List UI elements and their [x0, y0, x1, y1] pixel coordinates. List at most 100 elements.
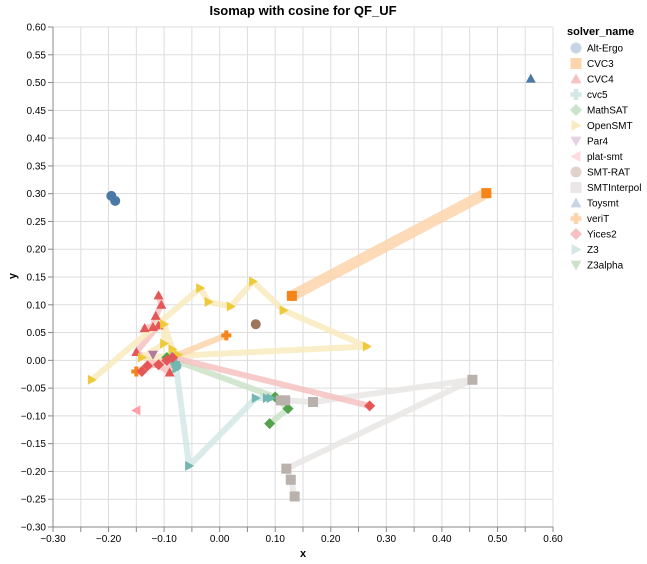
legend-label-alt-ergo: Alt-Ergo: [587, 44, 624, 55]
point-opensmt: [87, 374, 97, 385]
y-tick-label: 0.45: [27, 106, 47, 117]
point-alt-ergo: [110, 195, 121, 206]
y-tick-label: −0.30: [21, 523, 47, 534]
point-opensmt: [196, 283, 206, 294]
point-verit: [221, 330, 232, 341]
x-tick-label: −0.30: [40, 534, 66, 545]
point-z3: [185, 460, 195, 471]
y-tick-label: 0.55: [27, 50, 47, 61]
point-cvc4: [164, 367, 175, 377]
y-axis-title: y: [7, 272, 19, 279]
point-opensmt: [362, 341, 372, 352]
trail-cvc3: [286, 187, 492, 302]
legend-symbol-toysmt: [570, 197, 582, 208]
point-toysmt: [525, 73, 536, 83]
legend-symbol-yices2: [569, 227, 583, 241]
point-opensmt: [160, 319, 170, 330]
legend-symbol-alt-ergo: [570, 42, 582, 54]
point-opensmt: [137, 352, 147, 363]
point-verit: [131, 366, 142, 377]
grid: [52, 26, 554, 528]
point-cvc3: [286, 290, 297, 301]
x-tick-label: 0.40: [432, 534, 452, 545]
legend-label-smtinterpol: SMTInterpol: [587, 183, 641, 194]
legend-label-z3alpha: Z3alpha: [587, 261, 624, 272]
x-tick-label: −0.10: [151, 534, 177, 545]
legend-label-smt-rat: SMT-RAT: [587, 168, 630, 179]
point-par4: [148, 350, 158, 360]
point-opensmt: [279, 305, 289, 316]
point-smtinterpol: [281, 463, 292, 474]
legend-label-plat-smt: plat-smt: [587, 152, 623, 163]
x-tick-label: 0.20: [321, 534, 341, 545]
legend-symbol-cvc3: [570, 58, 582, 69]
legend-label-cvc5: cvc5: [587, 90, 608, 101]
x-tick-label: 0.60: [543, 534, 563, 545]
legend-label-verit: veriT: [587, 214, 609, 225]
legend-symbol-cvc5: [570, 89, 582, 100]
y-tick-label: 0.05: [27, 328, 47, 339]
point-z3: [251, 393, 261, 404]
point-z3: [172, 363, 182, 374]
points: [87, 73, 536, 502]
y-tick-label: −0.05: [21, 384, 47, 395]
legend-title: solver_name: [567, 26, 634, 38]
point-mathsat: [282, 403, 294, 415]
y-tick-label: 0.25: [27, 217, 47, 228]
y-tick-label: 0.00: [27, 356, 47, 367]
chart-title: Isomap with cosine for QF_UF: [209, 3, 396, 18]
legend-symbol-verit: [570, 213, 582, 224]
y-tick-label: 0.35: [27, 161, 47, 172]
legend-symbol-smt-rat: [570, 166, 582, 178]
y-tick-label: −0.25: [21, 495, 47, 506]
point-opensmt: [226, 301, 236, 312]
legend-symbol-z3: [571, 244, 582, 255]
legend-symbol-cvc4: [570, 73, 582, 84]
axes: −0.30 −0.20 −0.10 0.00 0.10 0.20 0.30 0.40 0.50 0…: [21, 23, 563, 546]
point-smtinterpol: [467, 374, 478, 385]
point-mathsat: [264, 418, 276, 430]
point-yices2: [141, 360, 153, 372]
point-cvc4: [139, 323, 150, 333]
point-plat-smt: [131, 405, 141, 416]
point-smtinterpol: [308, 397, 318, 407]
legend-symbol-plat-smt: [570, 151, 581, 162]
point-opensmt: [204, 297, 214, 307]
y-tick-label: 0.10: [27, 300, 47, 311]
point-cvc4: [156, 299, 167, 309]
legend-label-mathsat: MathSAT: [587, 106, 628, 117]
point-smtinterpol: [280, 395, 291, 406]
legend-symbol-mathsat: [569, 103, 583, 117]
point-yices2: [364, 400, 376, 412]
legend-label-z3: Z3: [587, 245, 599, 256]
y-tick-label: 0.50: [27, 78, 47, 89]
legend-symbol-smtinterpol: [570, 182, 582, 193]
legend-label-cvc4: CVC4: [587, 75, 614, 86]
legend: solver_name Alt-Ergo CVC3 CVC4 cvc5 MathSAT O…: [567, 26, 641, 272]
legend-symbol-opensmt: [571, 120, 582, 131]
point-smtinterpol: [289, 491, 300, 502]
y-tick-label: −0.10: [21, 411, 47, 422]
legend-label-toysmt: Toysmt: [587, 199, 619, 210]
point-opensmt: [160, 338, 170, 349]
x-axis-title: x: [300, 548, 307, 560]
y-tick-label: 0.60: [27, 23, 47, 34]
x-tick-label: −0.20: [96, 534, 122, 545]
point-cvc4: [150, 310, 161, 320]
trail-z3: [173, 365, 274, 469]
point-smt-rat: [250, 319, 261, 330]
point-yices2: [153, 359, 165, 371]
trails: [88, 187, 492, 500]
y-tick-label: 0.15: [27, 273, 47, 284]
legend-label-opensmt: OpenSMT: [587, 121, 633, 132]
y-tick-label: −0.20: [21, 467, 47, 478]
x-tick-label: 0.10: [265, 534, 285, 545]
trail-opensmt: [88, 278, 370, 383]
point-yices2: [136, 365, 148, 377]
point-yices2: [166, 352, 178, 364]
point-z3: [266, 393, 276, 404]
point-smtinterpol: [285, 474, 296, 485]
x-tick-label: 0.00: [210, 534, 230, 545]
y-tick-label: −0.15: [21, 439, 47, 450]
